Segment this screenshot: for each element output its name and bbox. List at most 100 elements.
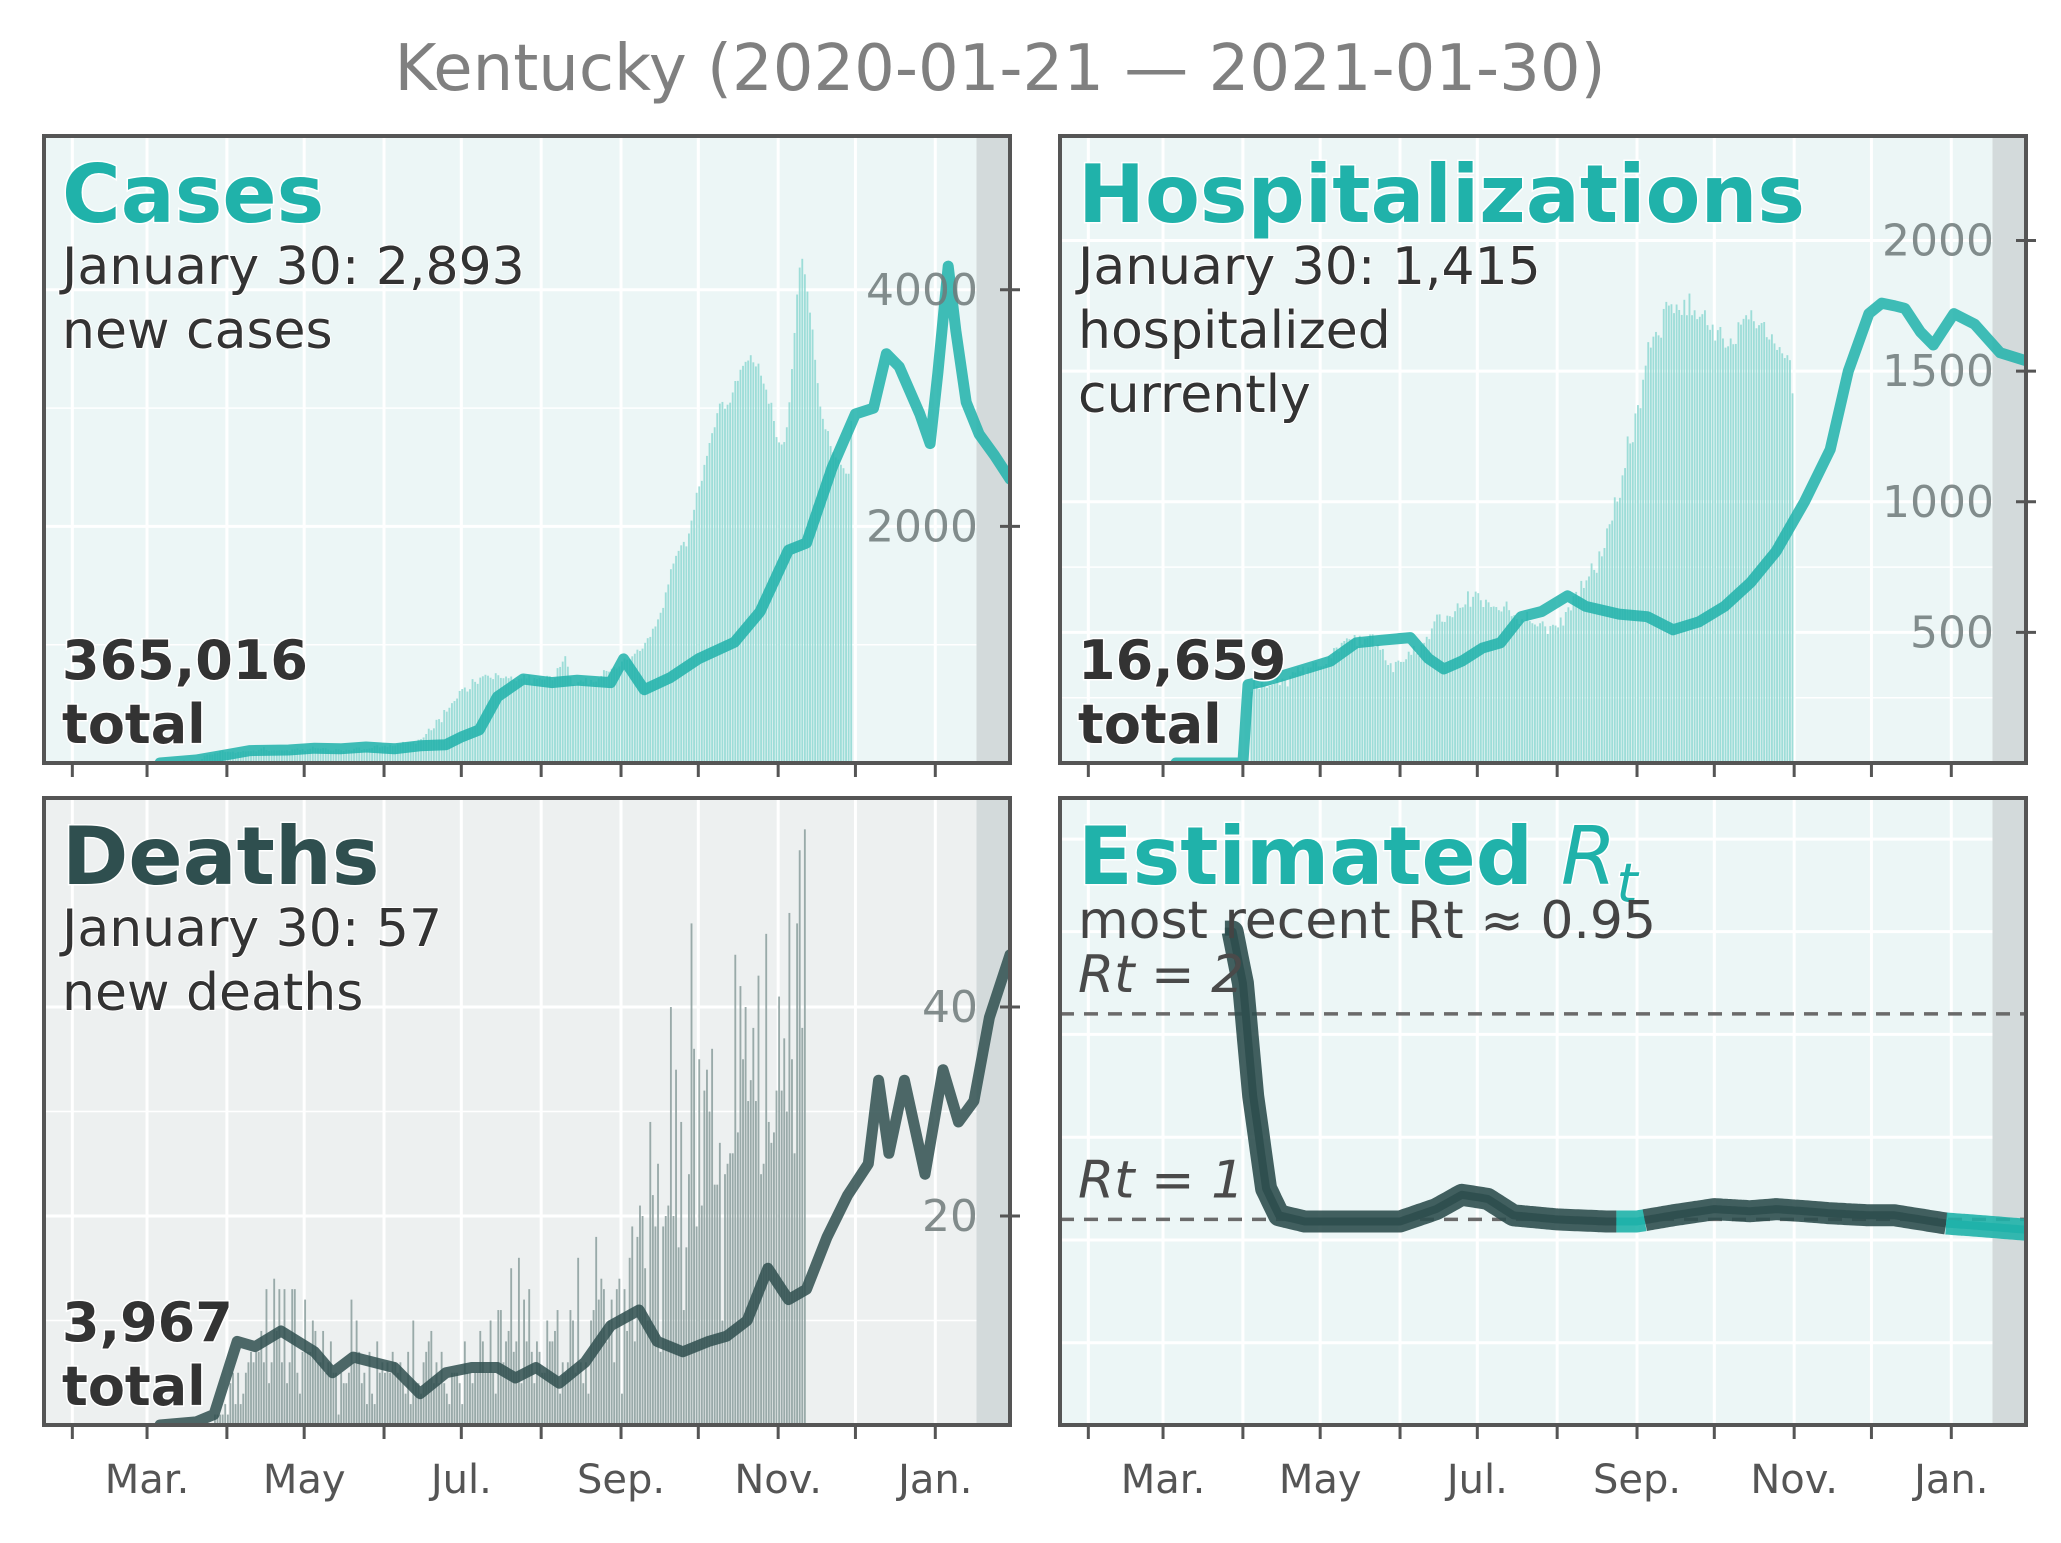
panel-plot-area	[44, 798, 1010, 1425]
bar	[247, 1362, 250, 1425]
bar	[1376, 644, 1379, 763]
bar	[821, 418, 824, 763]
bar	[1412, 645, 1415, 763]
bar	[659, 1351, 662, 1425]
bar	[1662, 308, 1665, 763]
bar	[754, 1101, 757, 1425]
bar	[556, 668, 559, 763]
bar	[373, 745, 376, 763]
bar	[713, 427, 716, 763]
bar	[1644, 365, 1647, 763]
bar	[306, 749, 309, 763]
bar	[268, 1383, 270, 1425]
bar	[582, 1383, 585, 1425]
bar	[355, 1320, 358, 1425]
bar	[394, 1362, 397, 1425]
bar	[791, 369, 793, 763]
bar	[641, 648, 644, 763]
series-line	[154, 260, 1010, 763]
bar	[492, 1372, 495, 1425]
bar	[409, 1404, 412, 1425]
panel-frame	[1058, 796, 2028, 1427]
panel-title: Estimated Rt	[1078, 810, 1639, 915]
bar	[613, 1362, 616, 1425]
bar	[1559, 617, 1562, 763]
bar	[1691, 315, 1693, 763]
bar	[1567, 607, 1570, 763]
bar	[1539, 623, 1541, 763]
bar	[1515, 619, 1518, 763]
bar	[1263, 684, 1266, 763]
bar	[1425, 636, 1428, 763]
bar	[445, 1393, 448, 1425]
bar	[224, 1404, 227, 1425]
bar	[296, 1372, 299, 1425]
bar	[724, 1174, 726, 1425]
bar	[636, 1236, 639, 1425]
bar	[628, 658, 631, 763]
bar	[494, 1393, 497, 1425]
bar	[680, 1121, 683, 1425]
bar	[1701, 314, 1704, 763]
bar	[523, 1299, 525, 1425]
bar	[340, 750, 343, 763]
bar	[1745, 315, 1748, 763]
y-tick-label: 2000	[866, 501, 978, 552]
bar	[842, 468, 845, 763]
bar	[1456, 603, 1459, 763]
bar	[837, 459, 840, 763]
bar	[551, 680, 554, 763]
bar	[1400, 661, 1402, 763]
bar	[239, 1404, 242, 1425]
bar	[327, 1362, 330, 1425]
panel-subtitle-line: new cases	[62, 301, 333, 361]
bar	[451, 703, 453, 763]
bar	[399, 1362, 402, 1425]
bar	[479, 1330, 482, 1425]
bar	[1536, 626, 1539, 763]
bar	[1258, 689, 1261, 763]
bar	[257, 1351, 260, 1425]
bar	[456, 1372, 459, 1425]
bar	[471, 1383, 474, 1425]
bar	[242, 1393, 245, 1425]
bar	[649, 636, 652, 763]
bar	[832, 452, 835, 763]
recent-shade	[1992, 798, 2026, 1425]
bar	[1428, 639, 1431, 763]
bar	[466, 1372, 469, 1425]
bar	[283, 1289, 286, 1425]
bar	[317, 1362, 319, 1425]
bar	[381, 1362, 384, 1425]
bar	[1693, 310, 1696, 763]
bar	[384, 745, 386, 763]
bar	[502, 1362, 505, 1425]
bar	[595, 1236, 598, 1425]
bar	[1374, 647, 1377, 763]
bar	[1678, 309, 1681, 763]
bar	[494, 673, 497, 763]
bar	[543, 679, 546, 763]
bar	[438, 1383, 440, 1425]
bar	[1315, 662, 1317, 763]
bar	[1343, 640, 1346, 763]
y-tick-label: 1000	[1882, 477, 1994, 528]
bar	[561, 661, 564, 763]
bar	[801, 258, 804, 763]
bar	[631, 656, 634, 763]
bar	[353, 1362, 355, 1425]
bar	[649, 1121, 652, 1425]
bar	[816, 383, 819, 763]
bar	[376, 745, 379, 763]
bar	[1291, 671, 1294, 763]
series-line	[1170, 297, 2026, 763]
bar	[471, 679, 474, 763]
bar	[309, 1351, 312, 1425]
bar	[1541, 621, 1544, 763]
bar	[1765, 337, 1768, 763]
x-tick-label: Jan.	[1911, 1457, 1988, 1503]
bar	[819, 406, 822, 763]
bar	[463, 687, 466, 763]
bar	[1459, 607, 1462, 763]
